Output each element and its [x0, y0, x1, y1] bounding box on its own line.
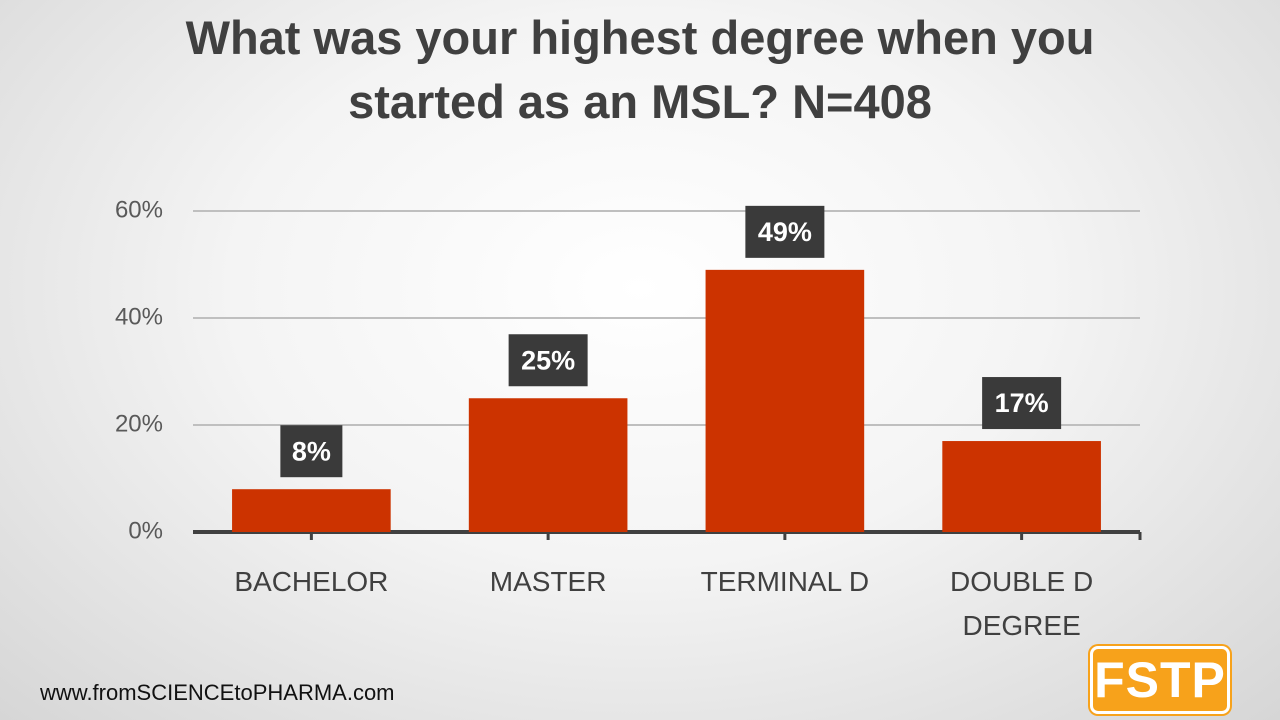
y-tick-label: 0%	[128, 517, 163, 544]
data-label-box	[508, 334, 588, 387]
data-label: 8%	[292, 436, 331, 466]
x-tick-label: MASTER	[489, 566, 607, 597]
data-label: 17%	[995, 388, 1049, 418]
footer-url: www.fromSCIENCEtoPHARMA.com	[40, 680, 395, 705]
y-tick-label: 60%	[115, 196, 163, 223]
data-label-box	[982, 377, 1062, 430]
bar	[942, 441, 1101, 532]
chart-title: What was your highest degree when you st…	[185, 11, 1095, 128]
bar	[468, 398, 628, 532]
x-tick-label: TERMINAL D	[700, 566, 870, 597]
y-tick-label: 40%	[115, 303, 163, 330]
x-tick-label: DOUBLE D DEGREE	[950, 566, 1094, 641]
data-label-box	[745, 205, 825, 258]
logo: FSTP	[1090, 646, 1230, 714]
data-label-box	[280, 425, 343, 478]
y-tick-label: 20%	[115, 410, 163, 437]
bar	[232, 489, 391, 532]
data-label: 25%	[521, 345, 575, 375]
bar	[705, 269, 865, 532]
x-tick-label: BACHELOR	[234, 566, 389, 597]
data-label: 49%	[758, 217, 812, 247]
